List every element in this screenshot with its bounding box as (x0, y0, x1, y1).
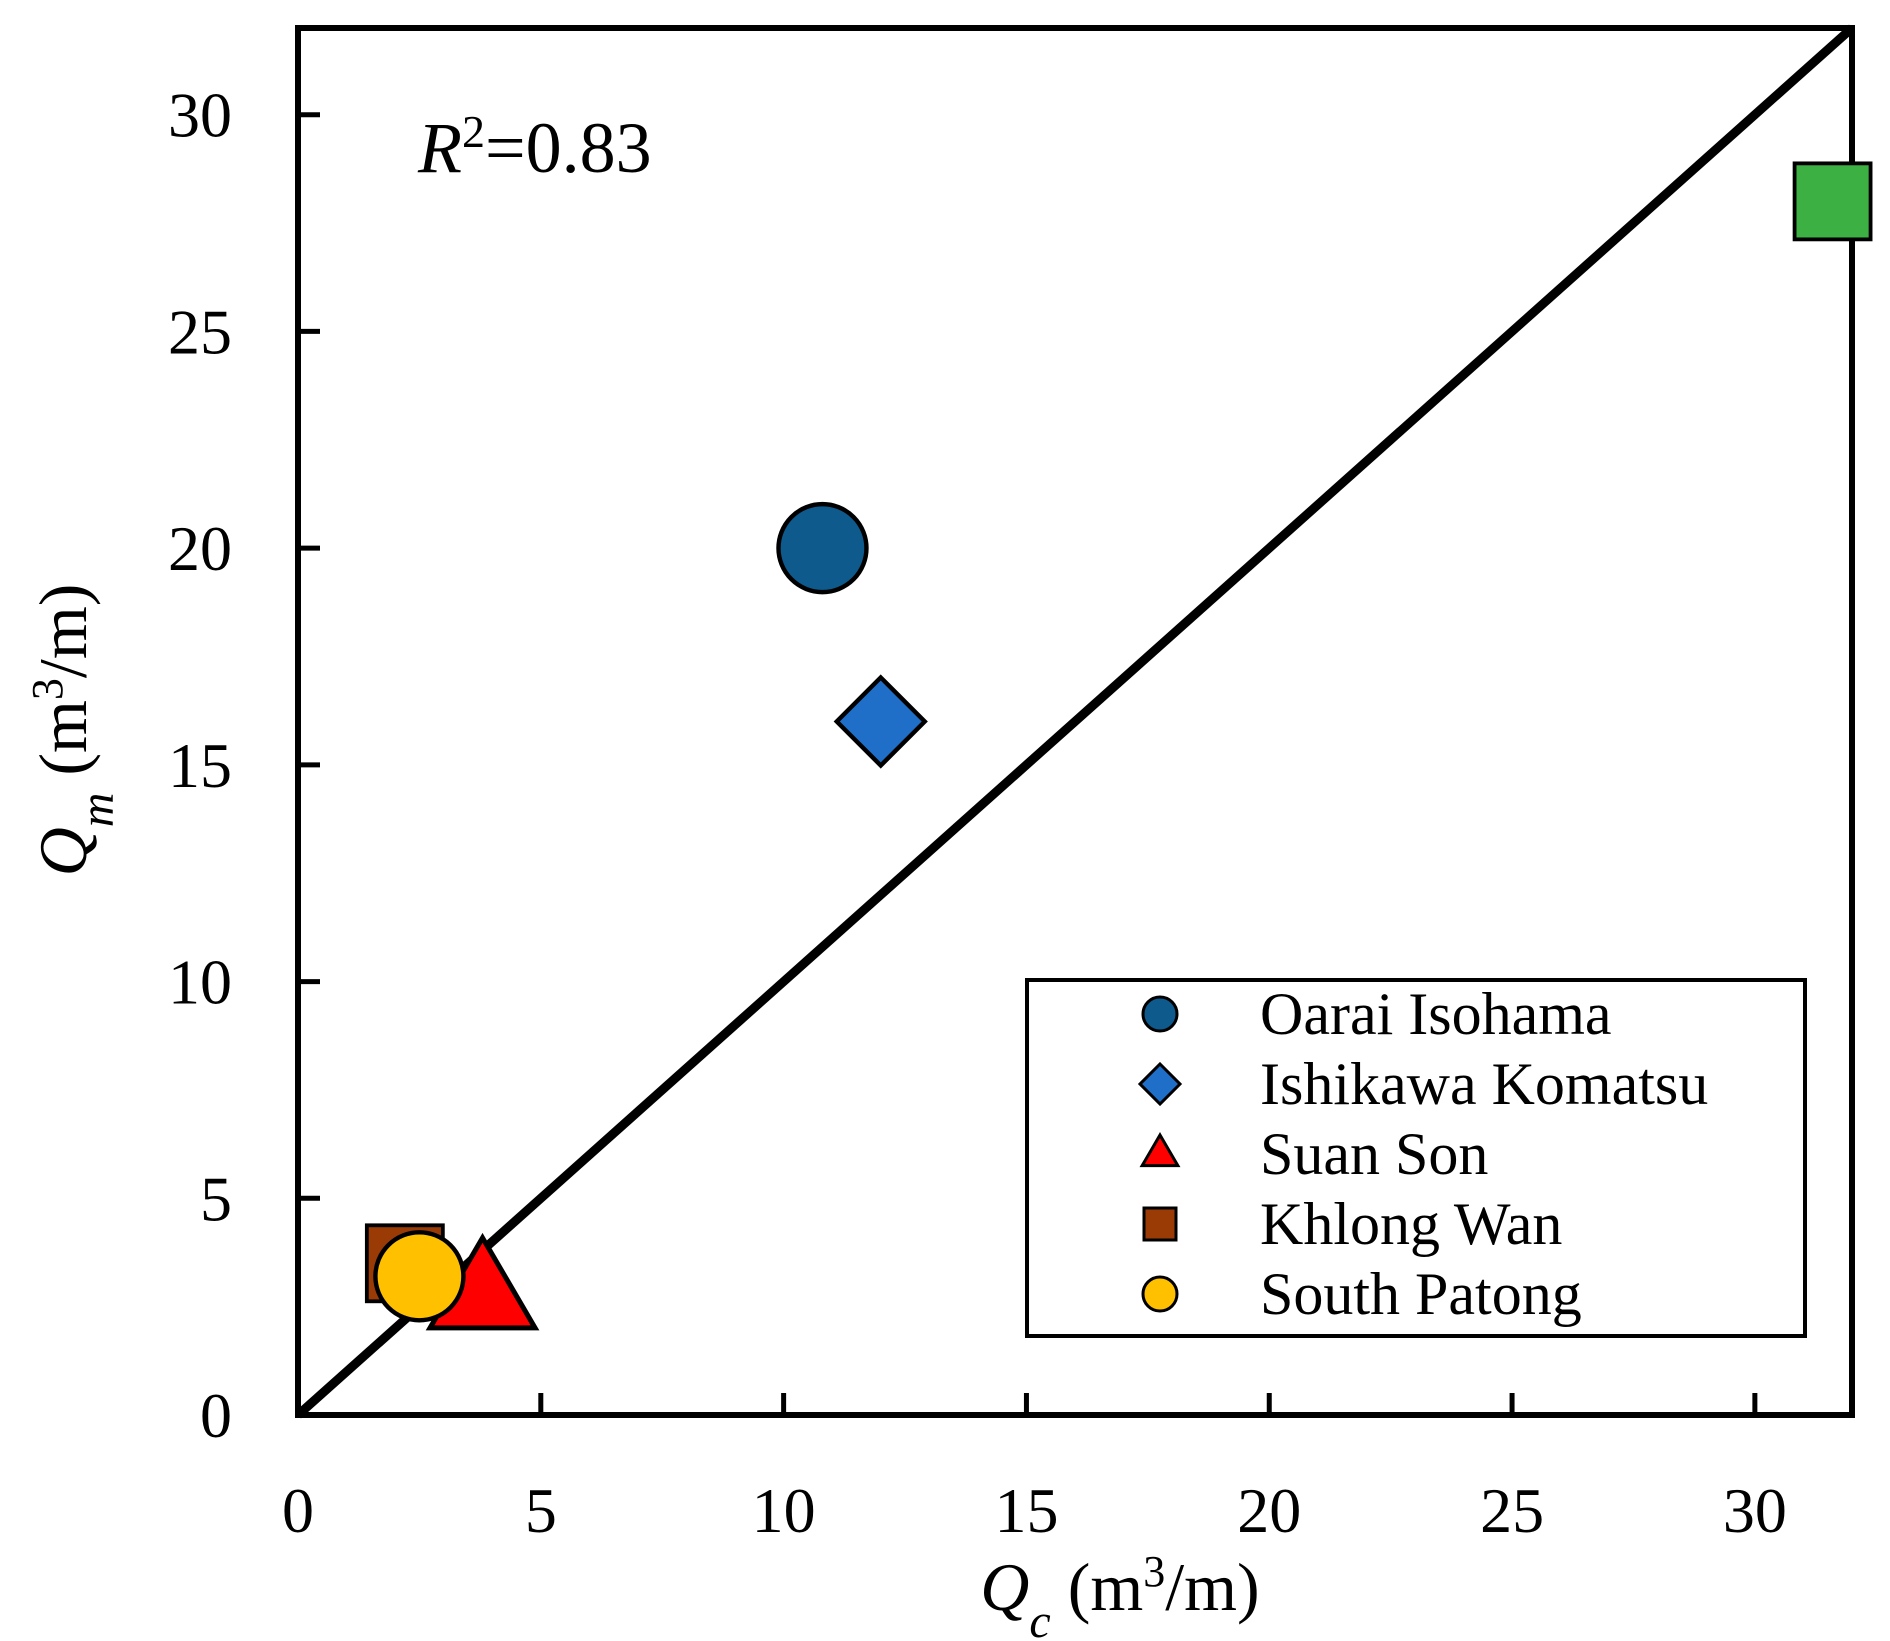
x-tick-label: 20 (1237, 1475, 1301, 1546)
x-axis-subscript: c (1029, 1595, 1050, 1641)
y-axis-unit: (m (25, 700, 101, 793)
x-tick-label: 25 (1480, 1475, 1544, 1546)
y-axis-unit-end: /m) (25, 584, 101, 678)
plot-frame (295, 25, 1855, 1418)
x-tick-label: 5 (525, 1475, 557, 1546)
x-axis-symbol: Q (980, 1549, 1029, 1625)
y-tick-label: 0 (200, 1380, 232, 1451)
legend-label-south-patong: South Patong (1260, 1261, 1582, 1327)
legend-label-suan-son: Suan Son (1260, 1121, 1488, 1187)
r-squared-symbol: R (417, 108, 462, 188)
x-axis-title: Qc (m3/m) (980, 1547, 1259, 1641)
r-squared-value: =0.83 (485, 108, 652, 188)
legend-marker-south-patong (1141, 1275, 1179, 1313)
one-to-one-line (295, 24, 1855, 1419)
axes: 0 5 10 15 20 25 30 0 5 10 15 20 25 30 (168, 80, 1787, 1546)
x-tick-label: 30 (1723, 1475, 1787, 1546)
unlabeled-series-point (1792, 161, 1873, 242)
r-squared-annotation: R2=0.83 (417, 106, 652, 189)
y-axis-title: Qm (m3/m) (23, 584, 124, 877)
south-patong-point (373, 1230, 466, 1323)
y-axis-subscript: m (71, 793, 124, 828)
data-marks (364, 161, 1873, 1331)
x-tick-label: 0 (282, 1475, 314, 1546)
y-tick-label: 25 (168, 296, 232, 367)
y-tick-label: 20 (168, 513, 232, 584)
y-tick-label: 30 (168, 80, 232, 151)
y-tick-label: 5 (200, 1163, 232, 1234)
y-tick-label: 15 (168, 730, 232, 801)
ishikawa-komatsu-point (833, 674, 928, 769)
legend-marker-ishikawa-komatsu (1137, 1061, 1183, 1107)
x-axis-unit-end: /m) (1165, 1549, 1259, 1625)
r-squared-exponent: 2 (462, 106, 485, 157)
x-axis-unit: (m (1051, 1549, 1144, 1625)
plot-area (295, 24, 1855, 1419)
legend-marker-oarai-isohama (1141, 995, 1179, 1033)
x-tick-label: 15 (994, 1475, 1058, 1546)
y-tick-label: 10 (168, 947, 232, 1018)
x-axis-unit-exponent: 3 (1143, 1547, 1165, 1596)
y-axis-unit-exponent: 3 (23, 678, 72, 700)
legend-label-oarai-isohama: Oarai Isohama (1260, 981, 1612, 1047)
legend-marker-khlong-wan (1142, 1206, 1178, 1242)
y-axis-title-group: Qm (m3/m) (23, 584, 124, 877)
legend-label-khlong-wan: Khlong Wan (1260, 1191, 1562, 1257)
oarai-isohama-point (776, 501, 869, 595)
y-axis-symbol: Q (25, 827, 101, 876)
x-tick-label: 10 (752, 1475, 816, 1546)
legend-label-ishikawa-komatsu: Ishikawa Komatsu (1260, 1051, 1708, 1117)
legend-marker-suan-son (1139, 1132, 1181, 1168)
